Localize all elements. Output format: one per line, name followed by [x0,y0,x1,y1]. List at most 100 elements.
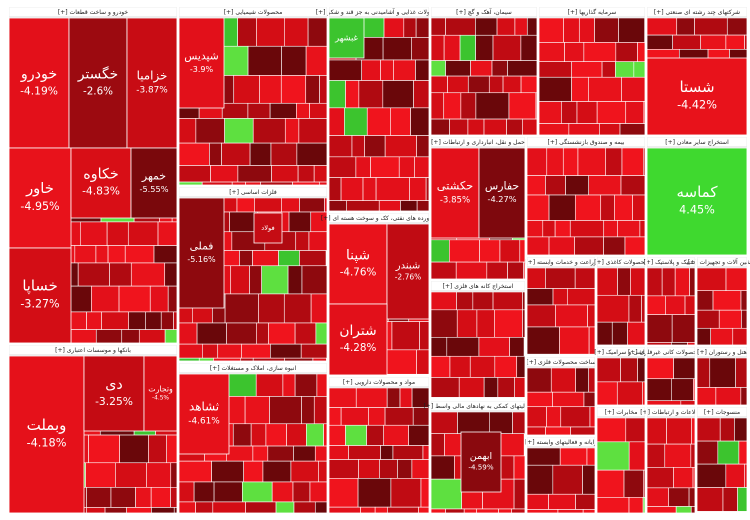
tile [247,45,282,76]
tile [403,17,417,38]
tile [596,381,618,406]
tile [507,261,524,280]
tile-label: فولاد [261,224,274,232]
tile-change: -3.9% [190,65,214,74]
tile [696,387,717,406]
sector: [+] هتل و رستوران [695,345,749,407]
sector-title: [+] رایانه و فعالیتهای وابسته [525,439,597,446]
tile [623,469,644,498]
tile [268,322,296,345]
tile [519,239,526,263]
tile-change: -2.76% [395,273,422,282]
tile [630,267,646,296]
tile [719,417,735,442]
tile [546,406,562,428]
tile [70,147,132,219]
sector: [+] خودرو و ساخت قطعات خودرو -4.19% خگستر -2… [7,5,179,345]
tile [386,349,417,375]
tile [318,460,328,483]
tile [578,17,595,43]
tile [726,17,748,36]
sector-border [327,211,431,377]
tile-label: خگستر [77,66,118,83]
tile-change: -5.16% [187,255,216,264]
tile [167,285,178,313]
sector-title: [+] فلزات اساسی [229,189,277,196]
sector-title: [+] مواد و محصولات دارویی [343,379,415,386]
tile [625,101,645,124]
tile [270,343,302,359]
tile [430,60,446,77]
sector-title: [+] ماشین آلات و تجهیزات [688,257,750,266]
tile [243,460,264,483]
tile [715,387,742,406]
tile [664,443,692,468]
tile [430,291,457,311]
tile-label: خکاوه [83,166,118,182]
tile [526,175,546,196]
tile [673,357,696,380]
tile [621,76,646,102]
tile [430,118,450,136]
tile [502,75,522,94]
sector-title: [+] خودرو و ساخت قطعات [58,9,128,16]
tile [77,262,110,287]
tile [710,327,734,346]
tile [414,156,430,178]
tile [430,309,458,338]
tile [299,197,325,213]
tile [128,311,146,330]
tile [642,381,646,406]
tile [135,487,152,508]
sector-border [645,5,749,137]
tile [209,142,222,166]
tile [383,17,405,38]
tile [195,118,225,144]
tile-label: ابهمن [470,451,492,462]
tile [315,322,328,345]
tile [668,487,690,507]
tile [415,59,430,81]
tile [150,487,171,508]
tile [492,291,523,311]
tile [628,497,644,514]
tile [526,267,546,289]
sector-border [7,5,179,345]
tile [430,92,445,120]
tile [196,322,227,345]
tile [494,355,518,378]
sector-border [429,399,527,515]
tile [127,221,159,246]
tile [628,294,642,323]
sector: [+] شرکتهای چند رشته ای صنعتی شستا -4.42% [645,5,749,137]
tile-change: -4.95% [20,200,59,213]
tile [497,377,515,398]
sector-border [525,135,647,257]
tile [492,34,522,61]
tile [646,295,666,315]
tile [8,147,72,249]
tile [470,60,493,77]
tile [213,481,243,503]
tile [416,200,430,212]
tile [672,34,701,50]
tile-label: شستا [679,78,714,96]
tile [526,426,546,436]
tile [627,321,646,346]
tile-label: حفارس [485,179,519,192]
sector-border [645,255,697,347]
tile [740,387,748,406]
tile [370,156,400,178]
tile [696,463,727,488]
tile-change: -4.19% [20,85,58,98]
tile [178,322,198,345]
tile [269,396,302,425]
sector-border [429,135,527,281]
tile [126,17,178,149]
tile [230,265,250,295]
tile [198,357,214,362]
tile-label: خمهر [141,169,166,182]
sector: [+] رایانه و فعالیتهای وابسته [525,435,597,515]
tile [307,17,328,47]
tile-label: شپدیس [184,50,218,63]
